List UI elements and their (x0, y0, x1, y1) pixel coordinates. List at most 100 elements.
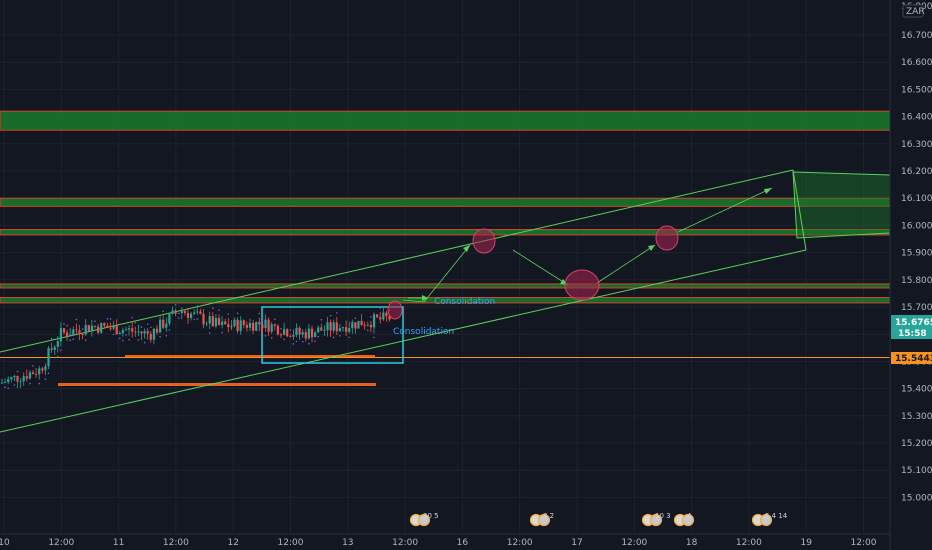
candle-body (255, 322, 258, 331)
zone-4[interactable] (0, 283, 891, 289)
indicator-dot (165, 335, 168, 337)
price-tick-label: 15.00000 (901, 493, 932, 503)
price-tick-label: 15.80000 (901, 276, 932, 286)
zone-3[interactable] (0, 228, 891, 236)
candle-body (314, 332, 317, 338)
candle-body (174, 310, 177, 314)
zone-2[interactable] (0, 197, 891, 207)
candle-body (289, 336, 292, 338)
candle-body (183, 311, 186, 314)
candle-body (211, 316, 214, 327)
projection-path[interactable] (402, 187, 773, 303)
candle-body (177, 313, 180, 314)
candle-body (193, 312, 196, 314)
candle-body (258, 322, 261, 325)
price-tick-label: 16.30000 (901, 140, 932, 150)
consolidation-box[interactable] (261, 306, 404, 364)
event-marker[interactable]: 3 2 (529, 512, 555, 527)
note-consolidation-2: Consolidation (393, 327, 454, 337)
currency-tag[interactable]: ZAR (902, 4, 925, 18)
indicator-dot (162, 310, 164, 313)
event-count: 5 4 14 (765, 512, 788, 520)
time-tick-labels: 10 12:00 11 12:00 12 12:00 13 12:00 16 12:00 17 12:… (0, 538, 877, 548)
event-marker[interactable]: 10 3 (641, 512, 671, 527)
candle-body (152, 328, 155, 340)
time-tick-label: 12:00 (621, 538, 647, 548)
indicator-dot (106, 318, 109, 320)
indicator-dot (122, 339, 124, 342)
candle-body (56, 341, 59, 347)
candle-body (376, 314, 379, 318)
indicator-dot (134, 321, 137, 324)
candle-body (28, 372, 31, 379)
candle-body (205, 323, 208, 325)
indicator-dot (84, 339, 87, 341)
flag-icon (759, 513, 773, 527)
time-tick-label: 12:00 (736, 538, 762, 548)
candle-body (369, 324, 372, 328)
candlesticks (0, 305, 391, 389)
target-ellipses[interactable] (387, 225, 679, 320)
candle-body (366, 324, 369, 326)
indicator-dot (317, 335, 320, 338)
candle-body (143, 331, 146, 334)
candle-body (62, 328, 66, 333)
price-axis[interactable]: 16.70000 16.60000 16.50000 16.40000 16.30000… (889, 0, 932, 550)
indicator-dot (94, 320, 96, 323)
projection-leg-3 (596, 244, 656, 284)
resistance-zones[interactable] (0, 110, 891, 304)
indicator-dot (212, 307, 214, 309)
candle-body (267, 319, 270, 332)
event-marker[interactable]: 30 5 (409, 512, 439, 527)
indicator-dot (202, 304, 205, 306)
support-line-lower[interactable] (58, 383, 376, 386)
indicator-dot (174, 303, 177, 306)
indicator-dot (208, 332, 211, 334)
candle-body (4, 382, 7, 383)
indicator-dot (270, 336, 273, 339)
candle-body (168, 313, 171, 324)
event-marker[interactable]: 5 4 14 (751, 512, 788, 527)
indicator-dot (283, 338, 285, 341)
time-tick-label: 12:00 (48, 538, 74, 548)
candle-body (121, 330, 124, 334)
indicator-dot (370, 316, 372, 318)
marked-level-tag: 15.54438 (891, 352, 932, 364)
time-tick-label: 12 (227, 538, 238, 548)
candle-body (90, 325, 93, 331)
indicator-dot (7, 387, 9, 389)
indicator-dots (4, 303, 391, 389)
candle-body (16, 375, 19, 382)
economic-events[interactable]: 30 5 3 2 10 3 4 5 4 14 (409, 512, 788, 527)
candle-body (131, 328, 134, 332)
indicator-dot (354, 317, 357, 319)
zone-1[interactable] (0, 110, 891, 131)
support-lines[interactable] (58, 355, 376, 386)
candle-body (47, 348, 50, 367)
note-consolidation-1: Consolidation (434, 297, 495, 307)
candle-body (295, 327, 298, 335)
candle-body (149, 333, 152, 340)
indicator-dot (69, 339, 71, 341)
channel-right-edge[interactable] (792, 169, 807, 251)
indicator-dot (63, 323, 65, 325)
candle-body (301, 332, 304, 335)
time-axis[interactable]: 10 12:00 11 12:00 12 12:00 13 12:00 16 12:00 17 12:… (0, 533, 890, 548)
flag-icon (681, 513, 695, 527)
candle-body (279, 334, 283, 336)
time-tick-label: 11 (113, 538, 124, 548)
event-count: 3 2 (543, 512, 554, 520)
candle-body (283, 329, 286, 335)
candle-body (112, 325, 115, 329)
event-marker[interactable]: 4 (673, 512, 695, 527)
indicator-dot (373, 336, 375, 339)
countdown-label: 15:58 (898, 329, 927, 339)
target-zone[interactable] (792, 171, 891, 239)
event-count: 10 3 (655, 512, 671, 520)
candle-body (109, 327, 112, 329)
candle-body (106, 325, 109, 328)
support-line-upper[interactable] (125, 355, 375, 358)
indicator-dot (29, 382, 31, 385)
current-price-label: 15.67650 (895, 318, 932, 328)
